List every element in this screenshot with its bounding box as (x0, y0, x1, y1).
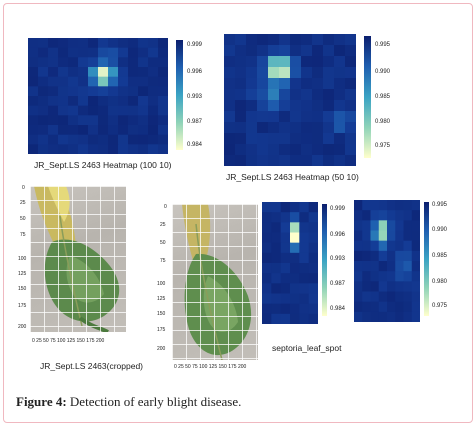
heatmap-small-a-grid (262, 202, 318, 324)
colorbar-tick: 0.996 (330, 232, 346, 238)
y-tick: 125 (157, 296, 166, 302)
heatmap-small-a-label: septoria_leaf_spot (272, 343, 342, 353)
y-tick: 25 (160, 222, 166, 228)
heatmap-100-label: JR_Sept.LS 2463 Heatmap (100 10) (34, 160, 172, 170)
y-tick: 75 (160, 258, 166, 264)
colorbar-tick: 0.984 (330, 306, 346, 312)
colorbar-tick: 0.995 (432, 202, 448, 208)
y-tick: 200 (18, 324, 27, 330)
heatmap-50-grid (224, 34, 356, 166)
heatmap-100-colorbar (176, 40, 183, 150)
y-tick: 0 (164, 204, 167, 210)
y-tick: 50 (160, 240, 166, 246)
colorbar-tick: 0.987 (330, 281, 346, 287)
colorbar-tick: 0.985 (375, 94, 391, 100)
heatmap-50-colorbar (364, 36, 371, 158)
colorbar-tick: 0.993 (187, 94, 203, 100)
colorbar-tick: 0.993 (330, 256, 346, 262)
colorbar-tick: 0.980 (432, 279, 448, 285)
heatmap-50-label: JR_Sept.LS 2463 Heatmap (50 10) (226, 172, 359, 182)
y-tick: 200 (157, 346, 166, 352)
heatmap-small-b-colorbar (424, 202, 429, 316)
colorbar-tick: 0.980 (375, 119, 391, 125)
y-tick: 125 (18, 271, 27, 277)
figure-caption-text: Detection of early blight disease. (66, 394, 242, 409)
colorbar-tick: 0.990 (375, 69, 391, 75)
colorbar-tick: 0.975 (432, 303, 448, 309)
y-tick: 50 (20, 216, 26, 222)
x-ticks: 0 25 50 75 100 125 150 175 200 (32, 338, 105, 344)
colorbar-tick: 0.975 (375, 143, 391, 149)
colorbar-tick: 0.985 (432, 253, 448, 259)
y-tick: 150 (18, 286, 27, 292)
colorbar-tick: 0.984 (187, 142, 203, 148)
cropped-leaf-label: JR_Sept.LS 2463(cropped) (40, 361, 144, 371)
y-tick: 150 (157, 311, 166, 317)
colorbar-tick: 0.995 (375, 42, 391, 48)
y-tick: 0 (22, 185, 25, 191)
y-tick: 100 (157, 281, 166, 287)
figure-caption: Figure 4: Detection of early blight dise… (16, 394, 241, 410)
colorbar-tick: 0.999 (330, 206, 346, 212)
y-tick: 75 (20, 232, 26, 238)
y-tick: 175 (157, 327, 166, 333)
leaf-2-image (172, 204, 258, 360)
colorbar-tick: 0.990 (432, 227, 448, 233)
figure-frame (3, 3, 473, 423)
cropped-leaf-image (30, 186, 126, 332)
heatmap-100-grid (28, 38, 168, 154)
x-ticks: 0 25 50 75 100 125 150 175 200 (174, 364, 247, 370)
heatmap-small-a-colorbar (322, 204, 327, 316)
colorbar-tick: 0.987 (187, 119, 203, 125)
figure-caption-label: Figure 4: (16, 394, 67, 409)
y-tick: 25 (20, 200, 26, 206)
colorbar-tick: 0.996 (187, 69, 203, 75)
y-tick: 100 (18, 256, 27, 262)
colorbar-tick: 0.999 (187, 42, 203, 48)
heatmap-small-b-grid (354, 200, 420, 322)
y-tick: 175 (18, 303, 27, 309)
